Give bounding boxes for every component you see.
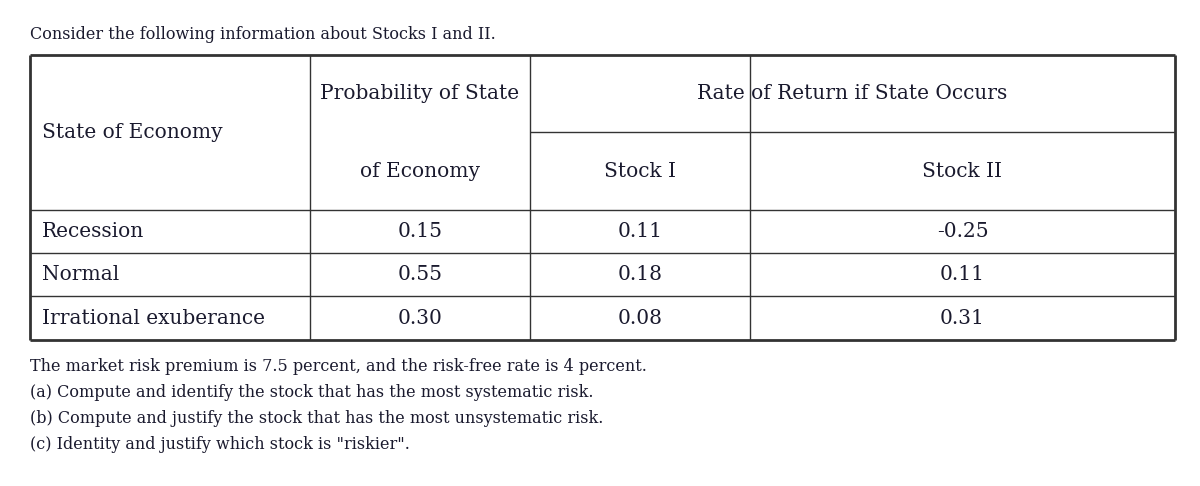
Text: -0.25: -0.25 <box>937 222 989 241</box>
Text: (c) Identity and justify which stock is "riskier".: (c) Identity and justify which stock is … <box>30 436 410 453</box>
Text: of Economy: of Economy <box>360 162 480 181</box>
Text: Recession: Recession <box>42 222 144 241</box>
Text: Stock II: Stock II <box>923 162 1002 181</box>
Text: The market risk premium is 7.5 percent, and the risk-free rate is 4 percent.: The market risk premium is 7.5 percent, … <box>30 358 647 375</box>
Text: (b) Compute and justify the stock that has the most unsystematic risk.: (b) Compute and justify the stock that h… <box>30 410 604 427</box>
Text: 0.55: 0.55 <box>397 265 443 284</box>
Text: 0.08: 0.08 <box>618 309 662 328</box>
Text: Stock I: Stock I <box>604 162 676 181</box>
Text: Consider the following information about Stocks I and II.: Consider the following information about… <box>30 26 496 43</box>
Text: 0.31: 0.31 <box>940 309 985 328</box>
Text: 0.30: 0.30 <box>397 309 443 328</box>
Text: Irrational exuberance: Irrational exuberance <box>42 309 265 328</box>
Text: 0.18: 0.18 <box>618 265 662 284</box>
Text: 0.11: 0.11 <box>618 222 662 241</box>
Text: 0.11: 0.11 <box>940 265 985 284</box>
Text: Probability of State: Probability of State <box>320 84 520 103</box>
Text: (a) Compute and identify the stock that has the most systematic risk.: (a) Compute and identify the stock that … <box>30 384 594 401</box>
Text: 0.15: 0.15 <box>397 222 443 241</box>
Text: Normal: Normal <box>42 265 119 284</box>
Text: State of Economy: State of Economy <box>42 123 223 142</box>
Text: Rate of Return if State Occurs: Rate of Return if State Occurs <box>697 84 1008 103</box>
